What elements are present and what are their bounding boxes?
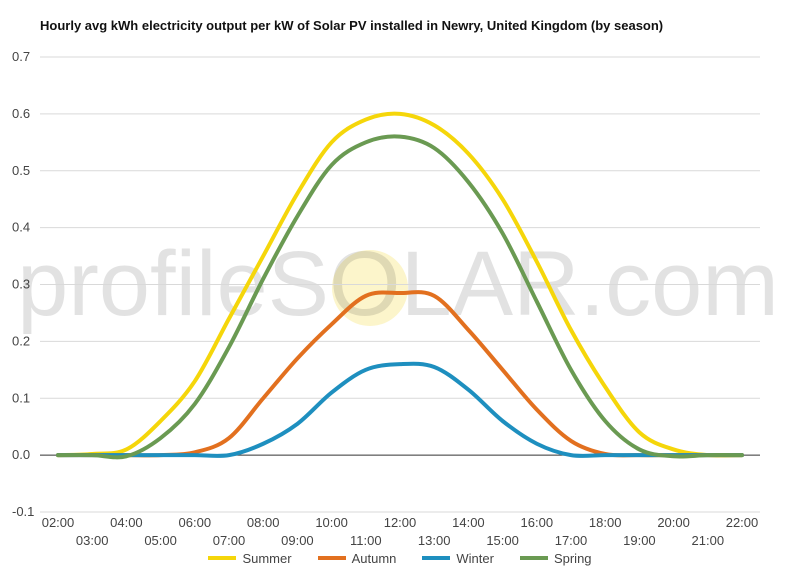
gridlines xyxy=(40,56,760,513)
x-tick-label: 19:00 xyxy=(623,533,656,548)
y-tick-label: 0.6 xyxy=(12,106,30,121)
series-line-winter xyxy=(56,361,744,458)
legend-label: Summer xyxy=(242,550,292,566)
chart-title: Hourly avg kWh electricity output per kW… xyxy=(40,18,664,33)
legend-item-winter: Winter xyxy=(422,551,494,566)
x-tick-label: 20:00 xyxy=(657,515,690,530)
legend-swatch xyxy=(422,556,451,560)
y-tick-label: 0.3 xyxy=(12,277,30,292)
x-tick-label: 16:00 xyxy=(521,515,554,530)
legend-item-summer: Summer xyxy=(208,550,292,566)
legend-item-spring: Spring xyxy=(519,550,592,566)
legend-swatch xyxy=(519,556,548,560)
series-line-summer xyxy=(56,111,744,458)
x-tick-label: 09:00 xyxy=(281,533,314,548)
y-tick-label: 0.4 xyxy=(12,220,30,235)
y-tick-label: 0.0 xyxy=(12,447,30,462)
y-tick-label: 0.5 xyxy=(12,163,30,178)
legend: Summer Autumn Winter Spring xyxy=(0,549,800,567)
x-tick-label: 07:00 xyxy=(213,533,246,548)
y-tick-label: 0.2 xyxy=(12,333,30,348)
x-tick-label: 11:00 xyxy=(350,533,382,548)
x-tick-label: 13:00 xyxy=(418,533,451,548)
y-tick-label: -0.1 xyxy=(12,504,34,519)
x-tick-label: 22:00 xyxy=(726,515,759,530)
series-lines xyxy=(56,111,744,460)
x-tick-label: 02:00 xyxy=(42,515,75,530)
legend-swatch xyxy=(208,556,237,560)
legend-item-autumn: Autumn xyxy=(317,550,397,566)
x-tick-label: 06:00 xyxy=(179,515,212,530)
x-tick-label: 15:00 xyxy=(486,533,519,548)
y-tick-label: 0.7 xyxy=(12,49,30,64)
x-tick-label: 18:00 xyxy=(589,515,622,530)
x-tick-label: 05:00 xyxy=(144,533,177,548)
legend-label: Autumn xyxy=(351,550,397,566)
legend-label: Spring xyxy=(553,550,592,566)
legend-label: Winter xyxy=(456,550,494,566)
y-tick-label: 0.1 xyxy=(12,390,30,405)
series-line-spring xyxy=(56,134,744,460)
x-tick-label: 21:00 xyxy=(692,533,725,548)
x-tick-label: 04:00 xyxy=(110,515,143,530)
x-tick-label: 03:00 xyxy=(76,533,109,548)
x-tick-label: 14:00 xyxy=(452,515,485,530)
axes: -0.1 0.0 0.1 0.2 0.3 0.4 0.5 0.6 0.7 02:0003:0004… xyxy=(12,49,758,548)
x-tick-label: 17:00 xyxy=(555,533,588,548)
legend-swatch xyxy=(317,556,346,560)
x-tick-label: 10:00 xyxy=(315,515,348,530)
x-tick-label: 12:00 xyxy=(384,515,417,530)
x-tick-label: 08:00 xyxy=(247,515,280,530)
